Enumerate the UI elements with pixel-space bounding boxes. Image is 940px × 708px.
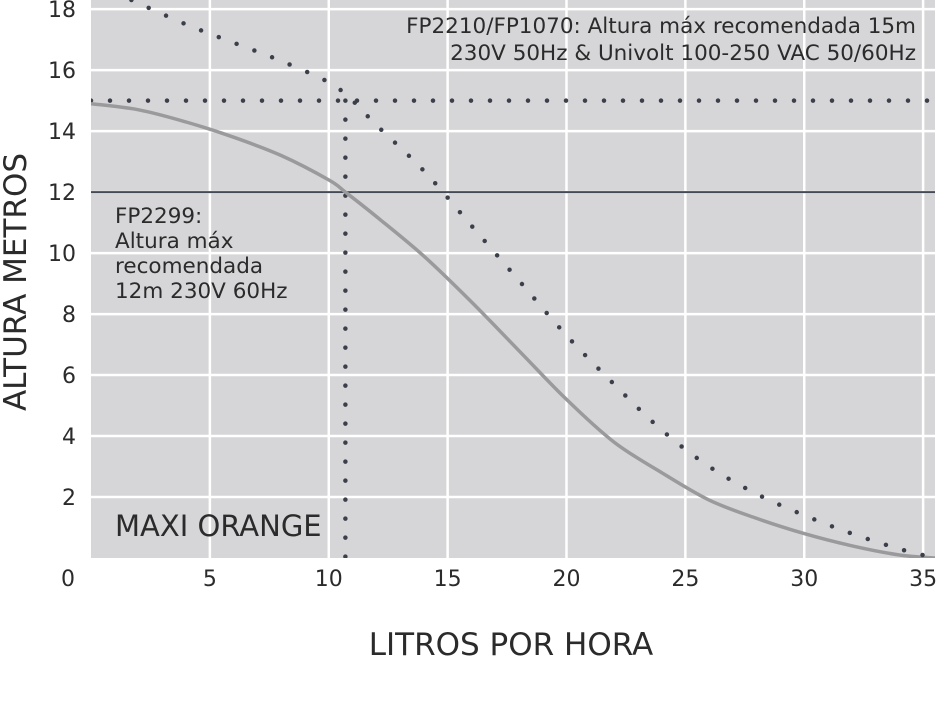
y-tick-labels: 2 4 6 8 10 12 14 16 18 [48,0,76,511]
y-tick-label: 6 [62,364,76,389]
x-tick-label: 25 [671,567,699,592]
annotation-15m: FP2210/FP1070: Altura máx recomendada 15… [406,14,916,66]
grid-lines [91,0,935,558]
y-tick-label: 8 [62,303,76,328]
x-tick-label: 30 [790,567,818,592]
series-line-solid [91,101,935,558]
x-tick-label: 0 [61,567,75,592]
y-tick-label: 2 [62,486,76,511]
x-tick-label: 35 [909,567,937,592]
reference-lines [91,98,935,558]
y-tick-label: 10 [48,242,76,267]
y-tick-label: 16 [48,59,76,84]
plot-area [91,0,935,558]
y-axis-label: ALTURA METROS [0,153,34,411]
x-tick-label: 5 [203,567,217,592]
y-tick-label: 18 [48,0,76,23]
x-tick-label: 10 [315,567,343,592]
x-tick-label: 20 [552,567,580,592]
x-axis-label: LITROS POR HORA [369,627,654,663]
x-tick-labels: 0 5 10 15 20 25 30 35 [61,567,937,592]
y-tick-label: 4 [62,425,76,450]
x-tick-label: 15 [434,567,462,592]
annotation-12m: FP2299: Altura máx recomendada 12m 230V 60H… [115,204,288,304]
performance-curves [91,0,935,558]
y-tick-label: 14 [48,120,76,145]
chart-title: MAXI ORANGE [115,509,322,543]
y-tick-label: 12 [48,181,76,206]
